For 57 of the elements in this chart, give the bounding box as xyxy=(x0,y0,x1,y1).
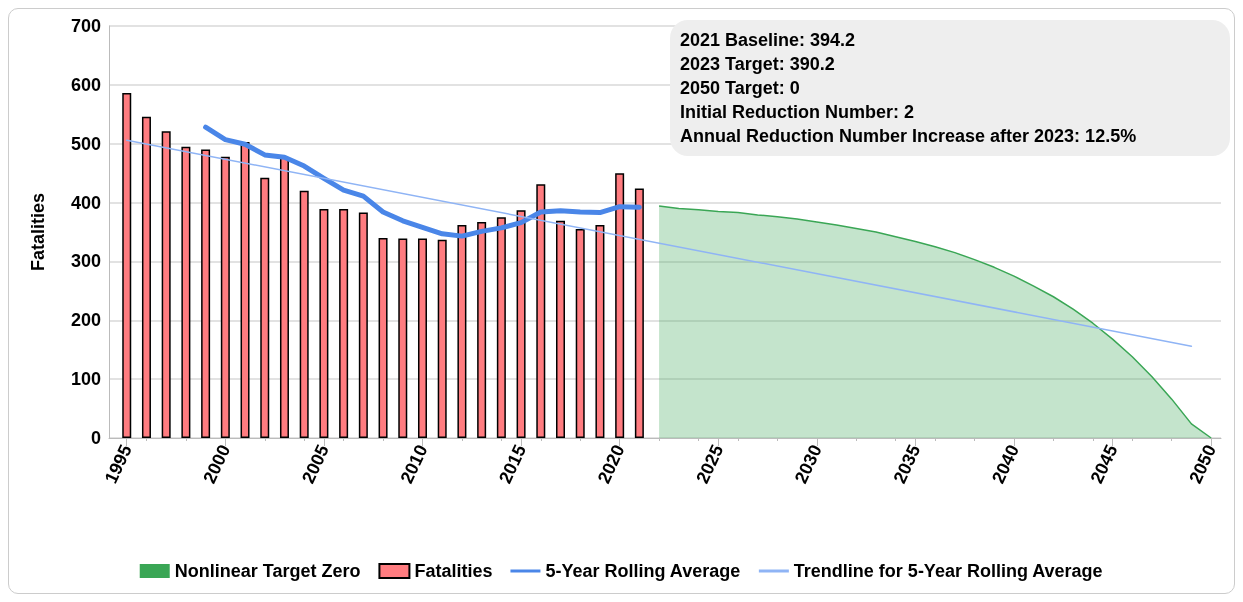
bar xyxy=(457,224,467,438)
legend-label: Fatalities xyxy=(414,561,493,581)
bar xyxy=(536,184,546,438)
bar xyxy=(575,229,585,438)
bar xyxy=(516,210,526,438)
x-tick-label: 2035 xyxy=(889,441,925,487)
x-tick-label: 2030 xyxy=(790,441,826,487)
bar xyxy=(122,93,132,438)
bar xyxy=(260,177,270,438)
y-tick-label: 200 xyxy=(70,310,101,331)
legend-label: Nonlinear Target Zero xyxy=(174,561,361,581)
bar xyxy=(496,217,506,438)
bar xyxy=(556,220,565,438)
y-tick-label: 700 xyxy=(70,16,101,36)
x-tick-label: 2020 xyxy=(593,441,629,487)
bar xyxy=(240,141,250,438)
x-tick-label: 2005 xyxy=(297,441,333,487)
bar xyxy=(161,131,171,438)
legend-label: Trendline for 5-Year Rolling Average xyxy=(793,561,1103,581)
annotation: 2021 Baseline: 394.2 xyxy=(680,29,857,52)
bar xyxy=(634,188,644,438)
bar xyxy=(595,224,605,438)
y-tick-label: 300 xyxy=(70,251,101,272)
bar xyxy=(615,173,625,438)
y-axis-title: Fatalities xyxy=(28,192,48,272)
x-tick-label: 2040 xyxy=(987,441,1024,487)
annotation: Initial Reduction Number: 2 xyxy=(680,101,916,124)
x-tick-label: 2050 xyxy=(1185,441,1221,487)
bar xyxy=(358,212,368,438)
bar xyxy=(398,238,408,438)
y-tick-label: 600 xyxy=(70,74,101,95)
y-tick-label: 0 xyxy=(90,428,101,448)
annotation: Annual Reduction Number Increase after 2023: 12.5% xyxy=(680,125,1138,148)
bar xyxy=(417,238,427,438)
bar xyxy=(339,209,349,438)
annotation: 2050 Target: 0 xyxy=(680,77,801,100)
bar xyxy=(279,157,289,438)
bar xyxy=(477,221,487,438)
x-tick-label: 2025 xyxy=(692,441,728,487)
bar xyxy=(319,209,329,438)
bar xyxy=(220,156,230,438)
x-tick-label: 1995 xyxy=(100,441,136,487)
bar xyxy=(181,146,191,438)
bar xyxy=(437,239,447,438)
bar xyxy=(299,190,309,438)
x-tick-label: 2000 xyxy=(199,441,235,487)
bar xyxy=(378,237,388,438)
x-tick-label: 2010 xyxy=(396,441,432,487)
y-tick-label: 100 xyxy=(70,369,101,390)
bar xyxy=(141,116,151,438)
annotation: 2023 Target: 390.2 xyxy=(680,53,836,76)
x-tick-label: 2045 xyxy=(1086,441,1122,487)
y-tick-label: 500 xyxy=(70,133,101,154)
x-tick-label: 2015 xyxy=(495,441,531,487)
bar xyxy=(201,149,211,438)
y-tick-label: 400 xyxy=(70,192,101,213)
legend-label: 5-Year Rolling Average xyxy=(545,561,741,581)
